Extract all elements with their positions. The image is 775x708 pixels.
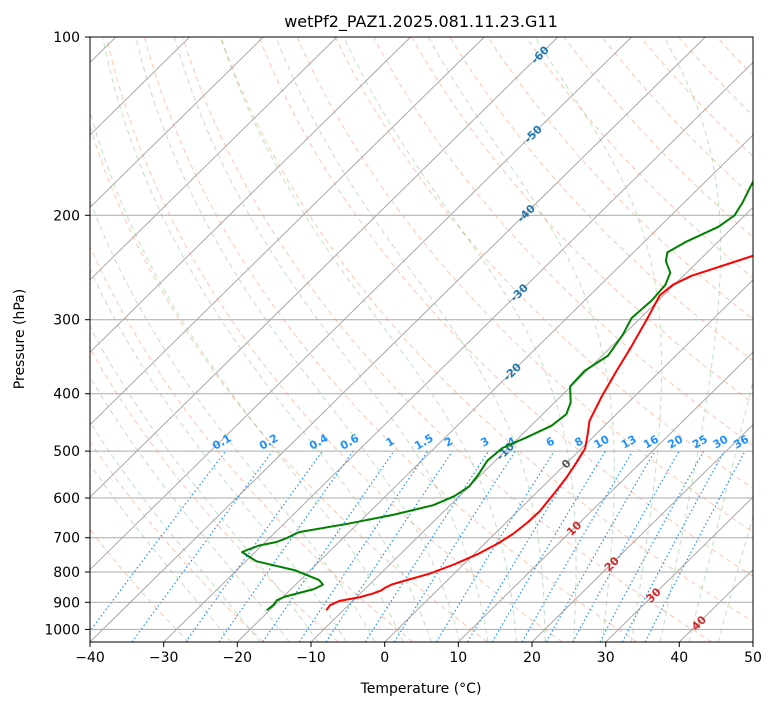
dry-adiabat <box>90 528 190 642</box>
dry-adiabat <box>487 37 753 320</box>
mixing-ratio-line <box>218 450 354 642</box>
profile-line-1 <box>325 254 753 611</box>
mixing-ratio-line <box>364 450 490 642</box>
dry-adiabat <box>90 347 339 642</box>
dry-adiabat <box>90 124 488 642</box>
profiles <box>241 179 753 611</box>
x-tick-label: −30 <box>149 650 179 666</box>
dry-adiabat <box>143 37 638 642</box>
isotherm <box>457 351 753 642</box>
isotherm <box>90 37 559 498</box>
x-axis: −40 −30 −20 −10 0 10 20 30 40 50 <box>75 642 762 666</box>
isotherms <box>90 37 753 642</box>
moist-adiabat <box>427 37 615 642</box>
x-tick-label: 40 <box>670 650 688 666</box>
x-tick-label: −20 <box>223 650 253 666</box>
y-axis: 100 200 300 400 500 600 700 800 900 1000 <box>44 30 90 638</box>
moist-adiabat <box>90 199 376 642</box>
y-tick-label: 200 <box>53 208 80 224</box>
moist-adiabat <box>90 375 290 642</box>
y-tick-label: 800 <box>53 565 80 581</box>
x-tick-label: 0 <box>380 650 389 666</box>
y-tick-label: 300 <box>53 313 80 329</box>
isotherm <box>163 61 753 642</box>
isotherm <box>90 37 411 353</box>
background-lines <box>90 37 753 642</box>
mixing-ratio-line <box>325 450 453 642</box>
moist-adiabat <box>102 37 432 642</box>
mixing-ratio-line <box>90 450 227 633</box>
isotherm <box>90 37 338 281</box>
mixing-ratio-line <box>298 450 429 642</box>
moist-adiabat <box>343 37 577 642</box>
y-tick-label: 400 <box>53 387 80 403</box>
dry-adiabat <box>296 37 753 533</box>
isotherm <box>90 37 485 426</box>
mixing-ratio-line <box>435 450 555 642</box>
y-tick-label: 900 <box>53 595 80 611</box>
moist-adiabat <box>174 37 489 642</box>
isotherm <box>605 496 753 642</box>
plot-frame <box>89 36 754 643</box>
isotherm <box>90 37 706 642</box>
moist-adiabat <box>220 37 517 642</box>
y-axis-label: Pressure (hPa) <box>12 289 28 389</box>
x-tick-label: 50 <box>744 650 762 666</box>
x-tick-label: 10 <box>449 650 467 666</box>
moist-adiabat <box>275 37 546 642</box>
isotherm <box>384 279 753 642</box>
x-axis-label: Temperature (°C) <box>360 681 482 697</box>
moist-adiabat <box>534 37 663 642</box>
dry-adiabat <box>372 37 753 446</box>
dry-adiabat <box>90 440 264 642</box>
mixing-ratio-line <box>262 450 395 642</box>
isotherm <box>236 134 753 642</box>
dry-adiabat <box>105 37 563 642</box>
x-tick-label: −40 <box>75 650 105 666</box>
mixing-ratio-line <box>599 450 705 642</box>
chart-title: wetPf2_PAZ1.2025.081.11.23.G11 <box>284 12 558 32</box>
isobars <box>90 37 753 630</box>
mixing-ratio-line <box>545 450 656 642</box>
isotherm <box>90 37 264 209</box>
moist-adiabat <box>90 463 232 642</box>
y-tick-label: 100 <box>53 30 80 46</box>
y-tick-label: 1000 <box>44 622 80 638</box>
y-tick-label: 700 <box>53 531 80 547</box>
mixing-ratio-line <box>185 450 323 642</box>
mixing-ratio-line <box>466 450 584 642</box>
moist-adiabats <box>90 37 753 642</box>
dry-adiabat <box>220 37 753 623</box>
y-tick-label: 600 <box>53 491 80 507</box>
x-tick-label: 20 <box>523 650 541 666</box>
isotherm <box>90 37 632 571</box>
moist-adiabat <box>90 421 261 642</box>
moist-adiabat <box>135 37 461 642</box>
x-tick-label: 30 <box>597 650 615 666</box>
isotherm <box>531 423 753 642</box>
mixing-ratio-line <box>131 450 273 642</box>
mixing-ratio-line <box>393 450 516 642</box>
moist-adiabat <box>90 109 404 642</box>
mixing-ratio-lines <box>90 450 746 642</box>
profile-line-2 <box>241 179 753 611</box>
mixing-ratio-line <box>621 450 725 642</box>
mixing-ratio-line <box>572 450 680 642</box>
y-tick-label: 500 <box>53 444 80 460</box>
dry-adiabat <box>334 37 753 489</box>
dry-adiabat <box>258 37 753 578</box>
x-tick-label: −10 <box>296 650 326 666</box>
